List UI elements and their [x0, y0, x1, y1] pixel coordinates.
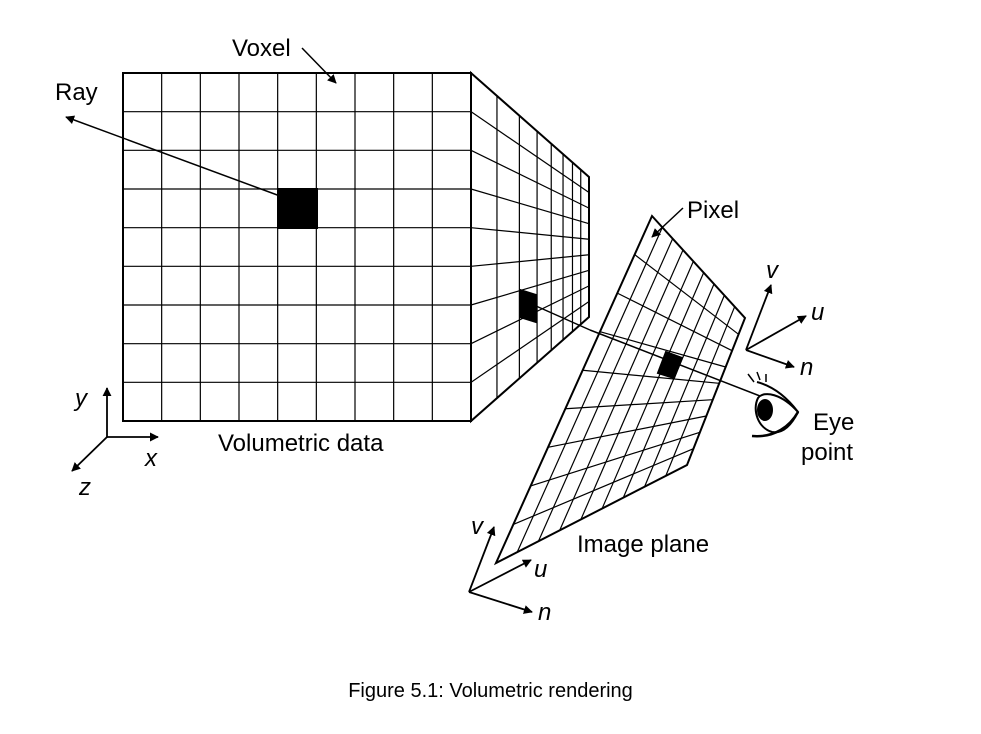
plane-n-label: n — [538, 599, 551, 626]
side-grid-depth-line — [470, 188, 590, 225]
pixel-leader — [651, 207, 684, 238]
world-axes — [71, 387, 159, 472]
plane-grid-column-line — [516, 227, 663, 553]
eye-icon — [747, 371, 800, 438]
plane-grid-row-line — [530, 431, 701, 487]
highlighted-voxel-front — [277, 188, 318, 229]
plane-v-axis — [468, 526, 496, 593]
side-grid-depth-line — [470, 111, 590, 194]
image-plane-outline — [493, 214, 747, 566]
eye-n-axis — [745, 349, 795, 369]
plane-grid-column-line — [622, 283, 715, 498]
highlighted-voxel-side — [519, 288, 537, 324]
eye-u-label: u — [811, 299, 824, 326]
plane-v-label: v — [471, 513, 485, 540]
side-grid-depth-line — [470, 269, 590, 306]
image-plane-grid — [513, 227, 739, 553]
world-x-label: x — [144, 445, 158, 472]
cube-front-face — [122, 72, 472, 422]
eye-u-axis — [745, 315, 807, 351]
plane-n-axis — [468, 591, 533, 614]
side-grid-depth-line — [470, 254, 590, 267]
eye-v-axis — [745, 284, 773, 351]
voxel-leader — [301, 47, 337, 84]
plane-grid-row-line — [599, 331, 726, 368]
side-grid-depth-line — [470, 227, 590, 240]
volume-cube — [122, 70, 590, 424]
ray-label: Ray — [55, 79, 98, 106]
figure-caption: Figure 5.1: Volumetric rendering — [348, 680, 633, 702]
plane-grid-column-line — [601, 272, 705, 509]
plane-grid-column-line — [665, 306, 736, 477]
ray-segment-side — [535, 305, 591, 331]
world-y-label: y — [73, 385, 89, 412]
plane-grid-column-line — [644, 295, 725, 488]
image-plane — [493, 214, 747, 566]
label-leaders — [301, 47, 684, 238]
eye-v-label: v — [766, 257, 780, 284]
side-grid-depth-line — [470, 300, 590, 383]
cube-side-grid — [470, 95, 590, 399]
eye-n-label: n — [800, 354, 813, 381]
plane-grid-column-line — [559, 249, 684, 531]
eye-point-label-line2: point — [801, 439, 853, 466]
ray-arrow — [65, 115, 281, 197]
cube-front-grid — [123, 73, 471, 421]
world-z-label: z — [78, 474, 91, 501]
ray-segment-plane — [589, 329, 761, 397]
plane-u-axis — [468, 559, 532, 593]
cube-side-face — [470, 70, 590, 424]
plane-grid-row-line — [617, 292, 733, 352]
ray-lines — [65, 115, 761, 397]
volumetric-data-label: Volumetric data — [218, 430, 384, 457]
plane-grid-column-line — [537, 238, 674, 542]
world-z-axis — [71, 436, 108, 472]
plane-grid-row-line — [634, 254, 739, 335]
eye-axes — [745, 284, 807, 369]
pixel-label: Pixel — [687, 197, 739, 224]
voxel-label: Voxel — [232, 35, 291, 62]
plane-grid-row-line — [582, 369, 720, 384]
plane-u-label: u — [534, 556, 547, 583]
plane-axes — [468, 526, 533, 614]
eye-point-label-line1: Eye — [813, 409, 854, 436]
plane-grid-row-line — [565, 399, 713, 410]
side-grid-depth-line — [470, 149, 590, 209]
plane-grid-row-line — [513, 448, 694, 525]
plane-grid-row-line — [547, 415, 707, 448]
image-plane-label: Image plane — [577, 531, 709, 558]
plane-grid-column-line — [580, 261, 694, 520]
